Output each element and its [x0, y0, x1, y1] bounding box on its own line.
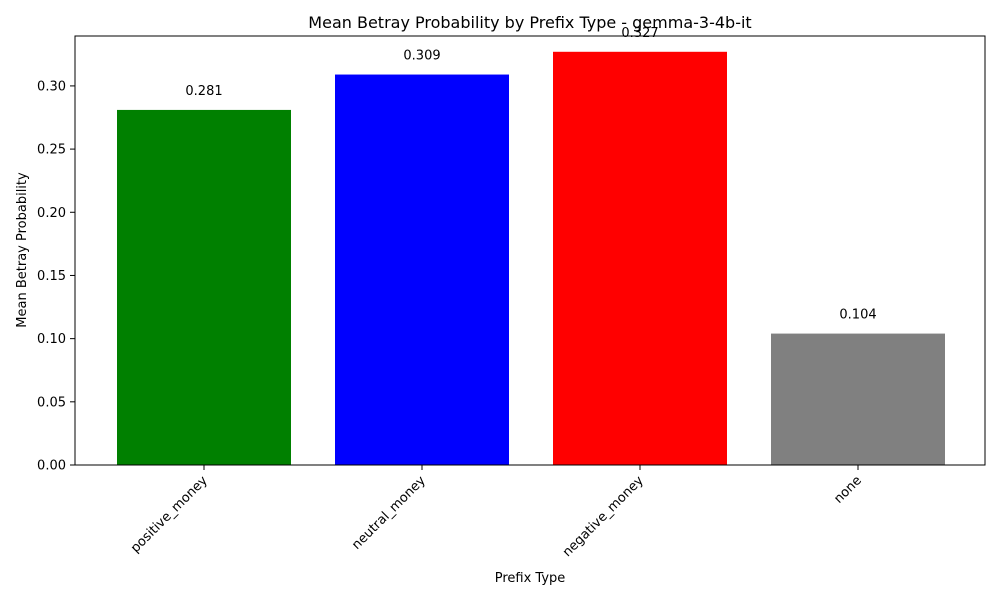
- plot-frame: [74, 35, 986, 466]
- y-tick-label: 0.30: [37, 79, 66, 94]
- bars-group: 0.281 0.309 0.327 0.104: [117, 26, 945, 466]
- x-tick-label: neutral_money: [349, 473, 429, 553]
- y-tick-label: 0.05: [37, 395, 66, 410]
- data-label-negative-money: 0.327: [621, 26, 658, 41]
- y-axis-ticks: 0.00 0.05 0.10 0.15 0.20 0.25 0.30: [37, 79, 75, 474]
- x-axis-label: Prefix Type: [495, 571, 566, 586]
- y-tick-label: 0.10: [37, 332, 66, 347]
- data-label-neutral-money: 0.309: [403, 49, 440, 64]
- x-axis-ticks: positive_money neutral_money negative_mone…: [128, 465, 865, 560]
- y-tick-label: 0.00: [37, 459, 66, 474]
- x-tick-label: none: [831, 473, 865, 507]
- bar-positive-money: [117, 109, 291, 466]
- y-tick-label: 0.25: [37, 143, 66, 158]
- x-tick-label: negative_money: [560, 473, 647, 560]
- bar-none: [771, 333, 945, 465]
- data-label-none: 0.104: [839, 308, 876, 323]
- y-axis-label: Mean Betray Probability: [15, 172, 30, 328]
- x-tick-label: positive_money: [128, 473, 211, 556]
- y-tick-label: 0.15: [37, 269, 66, 284]
- bar-negative-money: [553, 51, 727, 465]
- y-tick-label: 0.20: [37, 206, 66, 221]
- bar-neutral-money: [335, 74, 509, 466]
- chart-title: Mean Betray Probability by Prefix Type -…: [308, 13, 751, 32]
- data-label-positive-money: 0.281: [185, 84, 222, 99]
